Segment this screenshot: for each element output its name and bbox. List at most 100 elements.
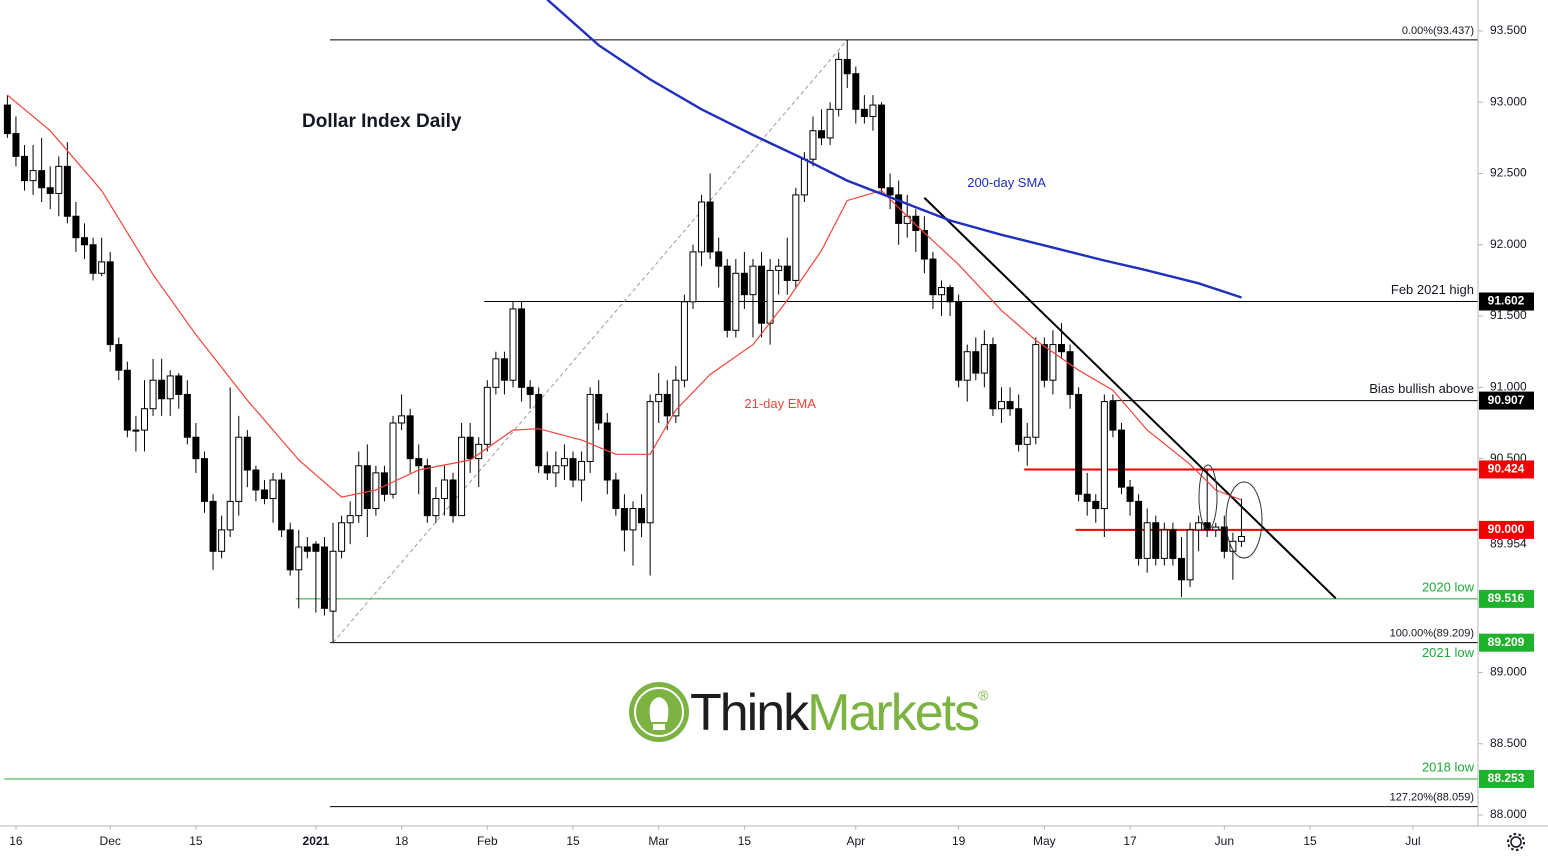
annotation: 21-day EMA <box>744 396 816 411</box>
candle-body <box>946 287 954 303</box>
gear-teeth[interactable] <box>1507 833 1525 851</box>
candle-body <box>732 272 740 331</box>
level-label: 100.00%(89.209) <box>1390 628 1474 640</box>
candle-body <box>1212 526 1220 531</box>
candle-body <box>758 265 766 324</box>
x-tick-label: 17 <box>1123 834 1137 848</box>
candle-body <box>1160 529 1168 559</box>
candle-body <box>500 358 508 381</box>
candle-body <box>218 529 226 552</box>
candle-body <box>509 308 517 381</box>
candle-body <box>1023 436 1031 445</box>
candle-body <box>569 458 577 481</box>
candle-body <box>1040 344 1048 381</box>
candle-body <box>1006 401 1014 410</box>
candle-body <box>115 344 123 371</box>
candle-body <box>380 472 388 495</box>
candle-body <box>389 422 397 495</box>
candle-body <box>406 415 414 460</box>
candle-body <box>852 73 860 110</box>
highlight-ellipse <box>1198 464 1218 530</box>
candle-body <box>158 379 166 400</box>
candle-body <box>123 369 131 431</box>
candle-body <box>320 546 328 609</box>
candle-body <box>860 108 868 117</box>
candle-body <box>200 458 208 502</box>
candle-body <box>295 546 303 571</box>
logo-text: ThinkMarkets® <box>690 684 989 742</box>
candle-body <box>252 469 260 491</box>
candle-body <box>226 500 234 531</box>
candle-body <box>638 508 646 524</box>
candle-body <box>998 401 1006 410</box>
gear[interactable] <box>1510 836 1522 848</box>
candle-body <box>63 165 71 217</box>
y-tick-label: 93.500 <box>1490 23 1527 37</box>
price-tag-label: 89.209 <box>1488 635 1525 649</box>
candle-body <box>835 58 843 110</box>
x-tick-label: 2021 <box>303 834 330 848</box>
highlight-ellipse <box>1225 481 1263 559</box>
candle-body <box>1237 535 1245 542</box>
x-tick-label: May <box>1033 834 1056 848</box>
candle-body <box>1057 344 1065 353</box>
candle-body <box>543 465 551 474</box>
candle-body <box>886 187 894 196</box>
price-tag <box>1479 633 1534 652</box>
candle-body <box>235 436 243 502</box>
candle-body <box>912 215 920 232</box>
candle-body <box>869 104 877 117</box>
price-tag <box>1479 769 1534 788</box>
candle-body <box>578 460 586 481</box>
candle-body <box>595 393 603 424</box>
price-tag-label: 90.907 <box>1488 393 1525 407</box>
candle-body <box>303 546 311 552</box>
candle-body <box>209 500 217 552</box>
candle-body <box>55 165 63 194</box>
indicator-line <box>7 94 1242 501</box>
candle-body <box>21 155 29 182</box>
candle-body <box>98 261 106 274</box>
candle-body <box>243 436 251 471</box>
price-tag-label: 88.253 <box>1488 771 1525 785</box>
candle-body <box>440 479 448 500</box>
candle-body <box>895 194 903 224</box>
candle-body <box>192 436 200 460</box>
level-label: Feb 2021 high <box>1391 282 1474 297</box>
candle-body <box>166 375 174 400</box>
candle-body <box>72 215 80 239</box>
candle-body <box>415 458 423 467</box>
candle-body <box>723 265 731 331</box>
settings-icon[interactable] <box>1507 833 1525 851</box>
x-tick-label: 18 <box>395 834 409 848</box>
level-label: 127.20%(88.059) <box>1390 792 1474 804</box>
candle-body <box>766 269 774 324</box>
candle-body <box>775 265 783 271</box>
candle-body <box>972 351 980 374</box>
chart-title: Dollar Index Daily <box>302 111 462 132</box>
candle-body <box>620 508 628 531</box>
price-tag-label: 89.516 <box>1488 591 1525 605</box>
candle-body <box>423 465 431 517</box>
candle-body <box>929 258 937 296</box>
candle-body <box>140 408 148 431</box>
x-tick-label: 15 <box>566 834 580 848</box>
candle-body <box>12 133 20 157</box>
candle-body <box>432 498 440 517</box>
candle-body <box>1083 493 1091 502</box>
x-tick-label: Jun <box>1215 834 1234 848</box>
candle-body <box>1126 486 1134 502</box>
candle-body <box>663 393 671 417</box>
annotation: 200-day SMA <box>967 175 1046 190</box>
candle-body <box>698 201 706 253</box>
candle-body <box>286 529 294 571</box>
y-tick-label: 88.500 <box>1490 736 1527 750</box>
candle-body <box>535 393 543 467</box>
level-label: 2020 low <box>1422 579 1475 594</box>
candle-body <box>278 479 286 531</box>
x-tick-label: Dec <box>100 834 121 848</box>
candle-body <box>740 272 748 296</box>
level-label: 2018 low <box>1422 759 1475 774</box>
level-label: Bias bullish above <box>1369 381 1474 396</box>
x-tick-label: 16 <box>9 834 23 848</box>
